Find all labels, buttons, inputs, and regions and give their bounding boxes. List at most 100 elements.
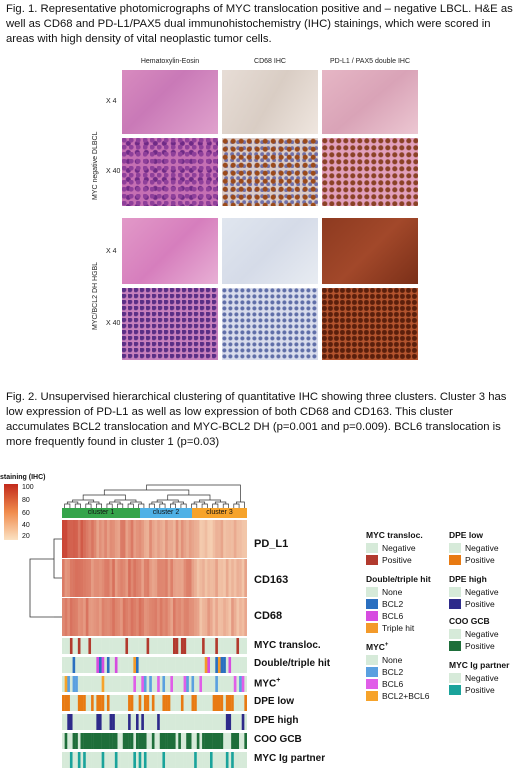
annotation-cell bbox=[244, 657, 247, 673]
micrograph-cd68-x4-dh bbox=[222, 218, 318, 284]
annotation-cell bbox=[225, 638, 229, 654]
annotation-cell bbox=[202, 676, 205, 692]
micrograph-cd68-x40-dh bbox=[222, 288, 318, 360]
annotation-cell bbox=[151, 733, 155, 749]
heatmap-cell bbox=[186, 520, 190, 558]
annotation-cell bbox=[114, 714, 118, 730]
heatmap-row-label: PD_L1 bbox=[254, 538, 289, 550]
heatmap-cell bbox=[62, 598, 65, 636]
annotation-cell bbox=[210, 676, 213, 692]
annotation-cell bbox=[64, 714, 68, 730]
heatmap-cell bbox=[180, 559, 184, 597]
annotation-cell bbox=[69, 695, 73, 711]
heatmap-cell bbox=[83, 598, 87, 636]
legend-item: Negative bbox=[449, 587, 499, 598]
annotation-cell bbox=[138, 676, 142, 692]
heatmap-cell bbox=[130, 520, 134, 558]
annotation-cell bbox=[77, 676, 81, 692]
annotation-cell bbox=[114, 657, 118, 673]
annotation-cell bbox=[133, 695, 137, 711]
annotation-cell bbox=[133, 714, 137, 730]
annotation-cell bbox=[141, 638, 145, 654]
annotation-cell bbox=[199, 695, 203, 711]
annotation-cell bbox=[143, 638, 147, 654]
annotation-cell bbox=[239, 733, 242, 749]
heatmap-cell bbox=[165, 520, 169, 558]
annotation-cell bbox=[223, 676, 227, 692]
annotation-cell bbox=[233, 733, 237, 749]
annotation-cell bbox=[186, 714, 190, 730]
heatmap-cell bbox=[91, 520, 95, 558]
heatmap-cell bbox=[77, 559, 81, 597]
annotation-cell bbox=[210, 657, 213, 673]
annotation-cell bbox=[220, 714, 224, 730]
annotation-cell bbox=[191, 638, 195, 654]
heatmap-cell bbox=[130, 598, 134, 636]
heatmap-cell bbox=[239, 598, 243, 636]
annotation-cell bbox=[244, 733, 247, 749]
annotation-cell bbox=[93, 714, 97, 730]
annotation-cell bbox=[202, 733, 205, 749]
annotation-cell bbox=[64, 733, 68, 749]
annotation-cell bbox=[183, 695, 187, 711]
heatmap-cell bbox=[167, 598, 171, 636]
annotation-cell bbox=[101, 752, 105, 768]
annotation-cell bbox=[122, 752, 126, 768]
heatmap-cell bbox=[183, 520, 187, 558]
annotation-cell bbox=[170, 752, 174, 768]
annotation-cell bbox=[128, 638, 131, 654]
annotation-cell bbox=[244, 638, 247, 654]
annotation-cell bbox=[207, 752, 211, 768]
annotation-cell bbox=[122, 638, 126, 654]
heatmap-cell bbox=[157, 598, 161, 636]
heatmap-cell bbox=[241, 520, 245, 558]
cluster-label: cluster 1 bbox=[87, 509, 115, 516]
heatmap bbox=[62, 520, 247, 636]
heatmap-cell bbox=[149, 520, 153, 558]
annotation-cell bbox=[133, 752, 137, 768]
heatmap-cell bbox=[196, 559, 200, 597]
annotation-cell bbox=[175, 752, 179, 768]
annotation-cell bbox=[215, 695, 219, 711]
annotation-cell bbox=[191, 714, 195, 730]
annotation-cell bbox=[220, 695, 224, 711]
heatmap-cell bbox=[231, 520, 235, 558]
heatmap-cell bbox=[204, 598, 208, 636]
heatmap-cell bbox=[77, 598, 81, 636]
heatmap-cell bbox=[204, 559, 208, 597]
annotation-cell bbox=[83, 714, 86, 730]
heatmap-cell bbox=[175, 559, 179, 597]
heatmap-cell bbox=[199, 520, 203, 558]
annotation-cell bbox=[188, 733, 192, 749]
heatmap-cell bbox=[104, 598, 108, 636]
annotation-cell bbox=[85, 676, 89, 692]
annotation-label: MYC+ bbox=[254, 677, 281, 690]
heatmap-cell bbox=[96, 559, 100, 597]
annotation-cell bbox=[204, 733, 208, 749]
annotation-cell bbox=[231, 638, 234, 654]
annotation-cell bbox=[91, 714, 94, 730]
legend-swatch bbox=[449, 587, 461, 597]
annotation-cell bbox=[157, 714, 160, 730]
heatmap-cell bbox=[162, 520, 166, 558]
heatmap-cell bbox=[93, 598, 97, 636]
annotation-cell bbox=[165, 676, 168, 692]
heatmap-cell bbox=[125, 598, 129, 636]
heatmap-cell bbox=[196, 520, 200, 558]
annotation-cell bbox=[88, 676, 92, 692]
annotation-cell bbox=[210, 733, 213, 749]
annotation-cell bbox=[96, 638, 100, 654]
annotation-cell bbox=[167, 752, 171, 768]
annotation-cell bbox=[210, 638, 213, 654]
annotation-cell bbox=[244, 695, 247, 711]
annotation-cell bbox=[138, 752, 142, 768]
annotation-cell bbox=[191, 752, 195, 768]
annotation-cell bbox=[178, 695, 182, 711]
annotation-cell bbox=[93, 695, 97, 711]
annotation-cell bbox=[231, 733, 234, 749]
legend-item: Negative bbox=[449, 629, 499, 640]
annotation-cell bbox=[167, 657, 171, 673]
annotation-cell bbox=[83, 638, 86, 654]
heatmap-cell bbox=[178, 598, 182, 636]
legend-swatch bbox=[366, 623, 378, 633]
